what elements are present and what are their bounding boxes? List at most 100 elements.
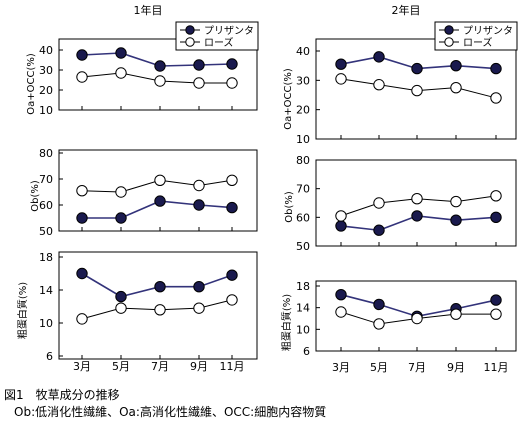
p4-ytick-label-3: 40: [296, 45, 310, 58]
p3-xtick-label-4: 11月: [220, 360, 245, 373]
p4-title: 2年目: [392, 3, 421, 17]
p1-series-prizanta-point-3: [193, 59, 205, 71]
p1-legend-marker-1: [185, 37, 195, 47]
p5-ytick-label-2: 70: [296, 183, 310, 196]
p3-series-prizanta-point-2: [154, 281, 166, 293]
p2-ytick-label-3: 80: [39, 147, 53, 160]
p4-series-prizanta-point-0: [335, 58, 347, 70]
p4-legend-label-0: プリザンタ: [463, 25, 513, 37]
p5-series-prizanta-point-2: [411, 210, 423, 222]
p3-series-prizanta-point-1: [115, 290, 127, 303]
p1-ytick-label-3: 40: [39, 44, 53, 57]
p6-series-prizanta-point-1: [373, 298, 385, 311]
p3-series-rose-point-1: [115, 302, 127, 314]
p4-series-rose-point-3: [450, 81, 462, 94]
p1-series-rose-point-1: [115, 67, 127, 79]
p2-series-rose-point-1: [115, 186, 127, 198]
p5-plot-frame: [315, 159, 517, 247]
p3-xtick-label-0: 3月: [73, 360, 91, 373]
p6-plot-frame: [315, 280, 517, 352]
p3-ytick-label-3: 18: [39, 251, 53, 264]
p4-ytick-label-0: 10: [296, 133, 310, 146]
p1-series-prizanta-point-4: [226, 58, 238, 70]
p4-ytick-label-2: 30: [296, 74, 310, 87]
p3-series-prizanta-point-3: [193, 281, 205, 293]
p4-ytick-label-1: 20: [296, 104, 310, 117]
p6-ylabel: 粗蛋白質(%): [280, 294, 293, 351]
figure-caption-title: 図1 牧草成分の推移: [4, 388, 120, 402]
p6-series-rose-point-3: [450, 308, 462, 320]
p5-series-prizanta-point-3: [450, 214, 462, 226]
p6-xtick-label-1: 5月: [370, 361, 388, 374]
p2-plot-frame: [58, 149, 258, 232]
p6-series-rose-point-4: [490, 308, 502, 320]
p6-series-rose-point-2: [411, 312, 423, 325]
p3-ytick-label-1: 10: [39, 317, 53, 330]
p2-series-prizanta-point-1: [115, 212, 127, 224]
p3-plot-frame: [58, 251, 258, 360]
p6-series-prizanta-point-4: [490, 294, 502, 306]
p5-series-prizanta-point-1: [373, 224, 385, 236]
p5-series-rose-point-2: [411, 193, 423, 205]
p1-series-rose-point-4: [226, 77, 238, 89]
p6-series-rose-point-0: [335, 306, 347, 318]
p6-ytick-label-3: 18: [296, 280, 310, 293]
p1-title: 1年目: [134, 3, 163, 17]
p3-ytick-label-2: 14: [39, 284, 53, 297]
p3-ylabel: 粗蛋白質(%): [16, 282, 29, 339]
p5-series-rose-point-4: [490, 190, 502, 202]
p2-series-prizanta-point-0: [76, 212, 88, 224]
p4-series-rose-point-2: [411, 84, 423, 97]
p3-ytick-label-0: 6: [46, 350, 53, 363]
p3-series-prizanta-point-4: [226, 269, 238, 281]
p6-ytick-label-0: 6: [303, 345, 310, 358]
p1-legend-marker-0: [185, 25, 195, 35]
p5-ylabel: Ob(%): [284, 191, 295, 223]
p4-series-prizanta-point-2: [411, 62, 423, 75]
p3-xtick-label-3: 9月: [190, 360, 208, 373]
p4-legend-marker-0: [444, 25, 454, 35]
p1-series-rose-point-0: [76, 71, 88, 83]
p1-legend-label-0: プリザンタ: [204, 25, 254, 37]
p1-series-prizanta-point-0: [76, 49, 88, 61]
p2-series-rose-point-4: [226, 174, 238, 187]
p3-series-rose-point-2: [154, 304, 166, 316]
p5-series-rose-point-3: [450, 195, 462, 208]
p2-series-rose-point-0: [76, 185, 88, 197]
p4-series-rose-point-4: [490, 92, 502, 104]
p3-xtick-label-1: 5月: [112, 360, 130, 373]
p1-ylabel: Oa+OCC(%): [26, 53, 37, 115]
p2-ytick-label-0: 50: [39, 225, 53, 238]
p1-ytick-label-0: 10: [39, 104, 53, 117]
p1-series-rose-point-3: [193, 77, 205, 89]
p4-legend-label-1: ローズ: [463, 36, 493, 49]
p4-series-rose-point-1: [373, 79, 385, 91]
p3-xtick-label-2: 7月: [151, 360, 169, 373]
p6-series-prizanta-point-0: [335, 288, 347, 301]
p5-ytick-label-0: 50: [296, 240, 310, 253]
p3-series-rose-point-0: [76, 313, 88, 325]
p5-ytick-label-3: 80: [296, 154, 310, 167]
p4-series-prizanta-point-4: [490, 62, 502, 75]
p5-series-prizanta-point-0: [335, 220, 347, 232]
p5-series-rose-point-1: [373, 197, 385, 209]
p2-series-rose-point-2: [154, 174, 166, 187]
p3-series-rose-point-3: [193, 302, 205, 314]
p1-ytick-label-2: 30: [39, 64, 53, 77]
p6-xtick-label-0: 3月: [332, 361, 350, 374]
p2-series-prizanta-point-4: [226, 201, 238, 214]
p6-series-rose-point-1: [373, 318, 385, 330]
p4-legend-marker-1: [444, 37, 454, 47]
p5-ytick-label-1: 60: [296, 211, 310, 224]
p3-series-prizanta-point-0: [76, 267, 88, 280]
p2-series-prizanta-point-2: [154, 195, 166, 207]
p2-ytick-label-2: 70: [39, 173, 53, 186]
p6-ytick-label-1: 10: [296, 323, 310, 336]
p1-series-prizanta-point-1: [115, 47, 127, 59]
p1-series-prizanta-point-2: [154, 60, 166, 72]
p6-ytick-label-2: 14: [296, 302, 310, 315]
p1-plot-frame: [58, 38, 258, 111]
p5-series-prizanta-point-4: [490, 211, 502, 224]
p6-xtick-label-4: 11月: [484, 361, 509, 374]
